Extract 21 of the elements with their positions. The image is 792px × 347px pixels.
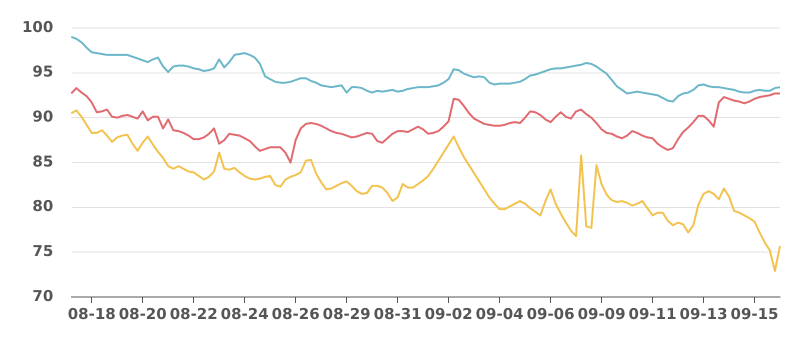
x-tick-label: 08-20 [118,304,167,323]
x-tick-label: 08-18 [68,304,116,323]
x-tick-label: 08-22 [170,304,218,323]
x-tick-label: 08-29 [322,304,371,323]
x-tick-label: 09-15 [730,304,778,323]
x-tick-label: 08-31 [374,304,422,323]
y-tick-label: 80 [32,197,54,216]
y-tick-label: 85 [32,152,54,170]
x-tick-label: 09-13 [680,304,728,323]
x-tick-label: 08-26 [272,304,320,323]
y-tick-label: 90 [32,108,54,126]
x-tick-label: 09-11 [628,304,677,323]
y-tick-label: 75 [32,242,54,260]
x-tick-label: 09-02 [424,304,473,323]
x-tick-label: 08-24 [220,304,269,323]
x-tick-label: 09-04 [476,304,524,323]
x-tick-label: 09-06 [526,304,575,323]
y-tick-label: 70 [32,286,54,305]
y-tick-label: 100 [22,18,54,36]
y-tick-label: 95 [32,62,54,81]
x-tick-label: 09-09 [578,304,626,323]
